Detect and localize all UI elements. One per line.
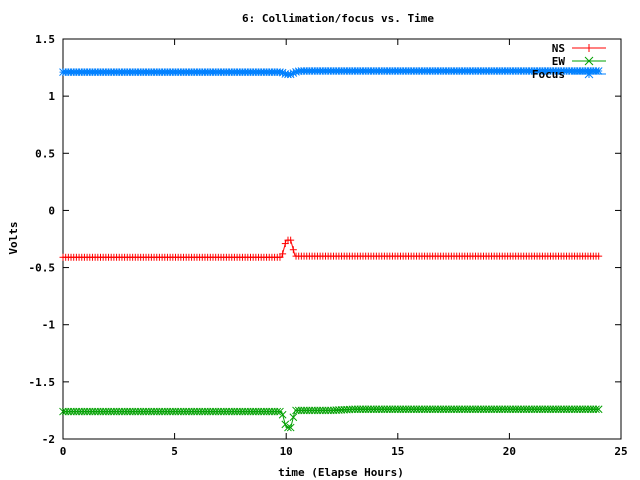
legend-item-ns: NS [552,42,606,55]
y-tick-label: -1 [42,319,56,332]
x-tick-label: 20 [503,445,516,458]
chart-title: 6: Collimation/focus vs. Time [242,12,434,25]
series-markers-ew [59,405,603,432]
y-tick-label: -1.5 [29,376,56,389]
series-markers-ns [59,236,603,261]
legend-label: NS [552,42,565,55]
x-tick-label: 10 [280,445,293,458]
series-ew [59,405,603,432]
y-tick-label: -0.5 [29,262,56,275]
legend-label: Focus [532,68,565,81]
y-axis-label: Volts [7,221,20,254]
x-axis-label: time (Elapse Hours) [278,466,404,479]
series-markers-focus [59,67,603,79]
y-tick-label: 1.5 [35,33,55,46]
axis-ticks: 0 5 10 15 20 25 -2 -1.5 -1 -0.5 0 0.5 1 1.5 [29,33,628,458]
y-tick-label: -2 [42,433,55,446]
x-tick-label: 0 [60,445,67,458]
y-tick-label: 0 [48,204,55,217]
series-layer [59,67,603,432]
legend-item-ew: EW [552,55,606,68]
x-tick-label: 5 [171,445,178,458]
series-ns [59,236,603,261]
x-tick-label: 15 [391,445,404,458]
series-focus [59,67,603,79]
legend-item-focus: Focus [532,68,606,81]
x-tick-label: 25 [614,445,627,458]
legend-label: EW [552,55,566,68]
y-tick-label: 0.5 [35,147,55,160]
plot-frame [62,38,622,440]
y-tick-label: 1 [48,90,55,103]
